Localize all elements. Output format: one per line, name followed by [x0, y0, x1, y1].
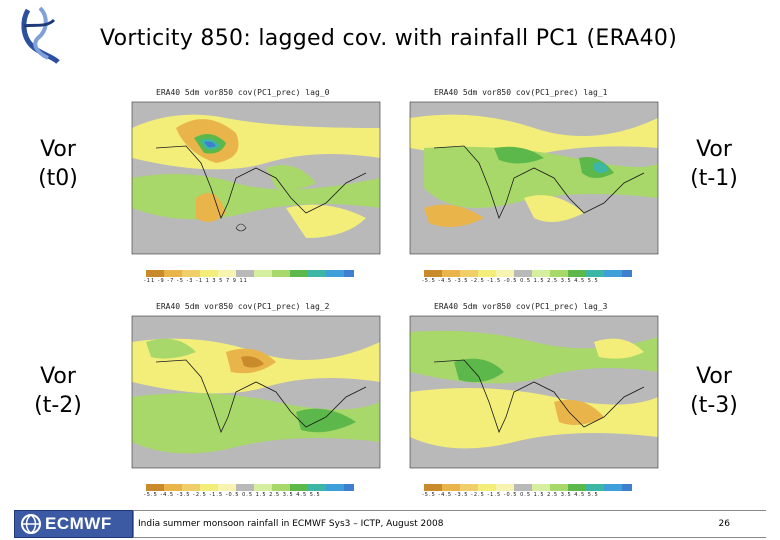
- ecmwf-swirl-logo: [21, 6, 60, 64]
- label-vor-t2: Vor (t-2): [34, 364, 82, 418]
- map-panel-lag3: ERA40 5dm vor850 cov(PC1_prec) lag_3 -5.…: [394, 302, 660, 507]
- slide-title: Vorticity 850: lagged cov. with rainfall…: [100, 26, 678, 51]
- label-vor-t1: Vor (t-1): [690, 137, 738, 191]
- panel-header: ERA40 5dm vor850 cov(PC1_prec) lag_1: [434, 88, 608, 97]
- colorbar-ticks: -5.5 -4.5 -3.5 -2.5 -1.5 -0.5 0.5 1.5 2.…: [422, 492, 599, 498]
- footer-bar: India summer monsoon rainfall in ECMWF S…: [133, 510, 766, 538]
- footer-caption: India summer monsoon rainfall in ECMWF S…: [138, 519, 444, 529]
- colorbar-ticks: -11 -9 -7 -5 -3 -1 1 3 5 7 9 11: [144, 278, 248, 284]
- ecmwf-logo: ECMWF: [14, 510, 133, 538]
- map-lag2-image: [131, 315, 381, 491]
- map-lag3-image: [409, 315, 659, 491]
- map-lag1-image: [409, 101, 659, 277]
- colorbar-ticks: -5.5 -4.5 -3.5 -2.5 -1.5 -0.5 0.5 1.5 2.…: [422, 278, 599, 284]
- map-panel-lag0: ERA40 5dm vor850 cov(PC1_prec) lag_0: [116, 88, 382, 293]
- label-vor-t0: Vor (t0): [38, 137, 78, 191]
- map-panel-lag2: ERA40 5dm vor850 cov(PC1_prec) lag_2 -5.…: [116, 302, 382, 507]
- page-number: 26: [718, 519, 730, 529]
- panel-header: ERA40 5dm vor850 cov(PC1_prec) lag_0: [156, 88, 330, 97]
- map-panel-lag1: ERA40 5dm vor850 cov(PC1_prec) lag_1 -5.…: [394, 88, 660, 293]
- map-lag0-image: [131, 101, 381, 277]
- colorbar-ticks: -5.5 -4.5 -3.5 -2.5 -1.5 -0.5 0.5 1.5 2.…: [144, 492, 321, 498]
- label-vor-t3: Vor (t-3): [690, 364, 738, 418]
- ecmwf-logo-text: ECMWF: [45, 514, 112, 533]
- panel-header: ERA40 5dm vor850 cov(PC1_prec) lag_2: [156, 302, 330, 311]
- ecmwf-globe-icon: [21, 514, 41, 534]
- panel-header: ERA40 5dm vor850 cov(PC1_prec) lag_3: [434, 302, 608, 311]
